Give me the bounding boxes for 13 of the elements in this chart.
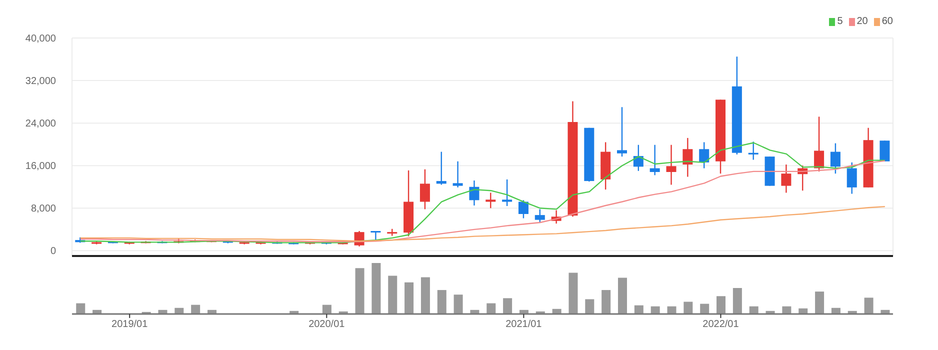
legend-label: 20 [856, 16, 868, 27]
x-tick-label: 2021/01 [506, 319, 542, 330]
x-tick-label: 2019/01 [112, 319, 148, 330]
y-tick-label: 40,000 [25, 34, 56, 45]
y-tick-label: 8,000 [30, 204, 56, 215]
legend-label: 60 [882, 16, 893, 27]
y-tick-label: 16,000 [25, 161, 56, 172]
x-tick-label: 2020/01 [308, 319, 346, 330]
y-tick-label: 0 [50, 246, 56, 258]
x-tick-label: 2022/01 [702, 319, 740, 330]
y-tick-label: 32,000 [25, 76, 56, 88]
y-tick-label: 24,000 [25, 118, 56, 130]
legend-label: 5 [837, 16, 843, 27]
